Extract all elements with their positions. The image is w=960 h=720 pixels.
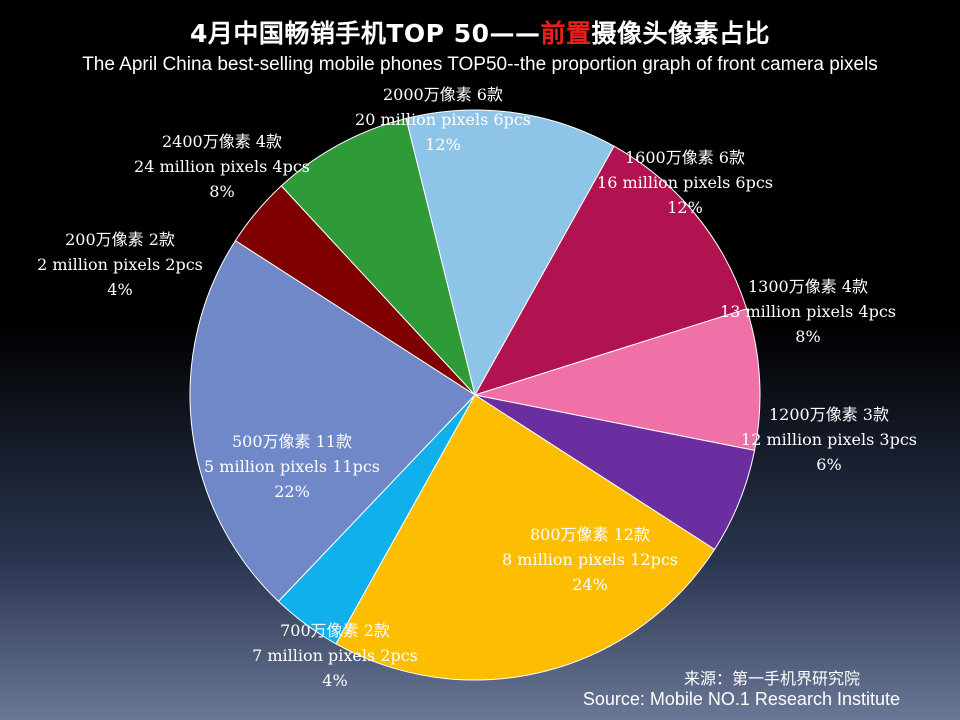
pie-slice [474, 308, 761, 451]
slice-label-percent: 6% [816, 455, 841, 474]
source-credit: 来源：第一手机界研究院 Source: Mobile NO.1 Research… [583, 665, 900, 710]
slice-label-cn: 2000万像素 6款 [383, 85, 503, 104]
slice-label-percent: 12% [425, 135, 461, 154]
chart-title-cn: 4月中国畅销手机TOP 50——前置摄像头像素占比 [0, 14, 960, 50]
slice-label-en: 5 million pixels 11pcs [204, 457, 380, 476]
slice-label-cn: 700万像素 2款 [280, 621, 390, 640]
slice-label-en: 7 million pixels 2pcs [252, 646, 418, 665]
slice-label-en: 24 million pixels 4pcs [134, 157, 310, 176]
slice-label-en: 2 million pixels 2pcs [37, 255, 203, 274]
slice-label-percent: 4% [322, 671, 347, 690]
pie-slice [189, 239, 476, 603]
slice-label-cn: 2400万像素 4款 [162, 132, 282, 151]
slice-label-cn: 1600万像素 6款 [625, 148, 745, 167]
slice-label-percent: 8% [795, 327, 820, 346]
slice-label-cn: 1300万像素 4款 [748, 277, 868, 296]
slice-label-en: 8 million pixels 12pcs [502, 550, 678, 569]
pie-slice [405, 109, 615, 397]
pie-slice [335, 394, 716, 681]
slice-label-en: 12 million pixels 3pcs [741, 430, 917, 449]
slice-label-cn: 500万像素 11款 [232, 432, 352, 451]
title-cn-part1: 4月中国畅销手机TOP 50—— [189, 19, 541, 48]
title-cn-highlight: 前置 [540, 19, 592, 48]
pie-slice [280, 117, 476, 396]
slice-label-cn: 800万像素 12款 [530, 525, 650, 544]
slice-label-en: 13 million pixels 4pcs [720, 302, 896, 321]
chart-title-en: The April China best-selling mobile phon… [82, 54, 878, 75]
chart-title-block: 4月中国畅销手机TOP 50——前置摄像头像素占比 The April Chin… [0, 14, 960, 76]
source-en: Source: Mobile NO.1 Research Institute [582, 689, 900, 709]
slice-label-percent: 22% [274, 482, 310, 501]
slice-label-percent: 4% [107, 280, 132, 299]
slice-label-percent: 8% [209, 182, 234, 201]
slice-label-percent: 24% [572, 575, 608, 594]
slice-label-percent: 12% [667, 198, 703, 217]
title-cn-part2: 摄像头像素占比 [591, 19, 771, 48]
slice-label-cn: 200万像素 2款 [65, 230, 175, 249]
source-cn: 来源：第一手机界研究院 [683, 671, 860, 688]
pie-slice [473, 145, 748, 396]
slice-label-cn: 1200万像素 3款 [769, 405, 889, 424]
slice-label-en: 16 million pixels 6pcs [597, 173, 773, 192]
slice-label-en: 20 million pixels 6pcs [355, 110, 531, 129]
